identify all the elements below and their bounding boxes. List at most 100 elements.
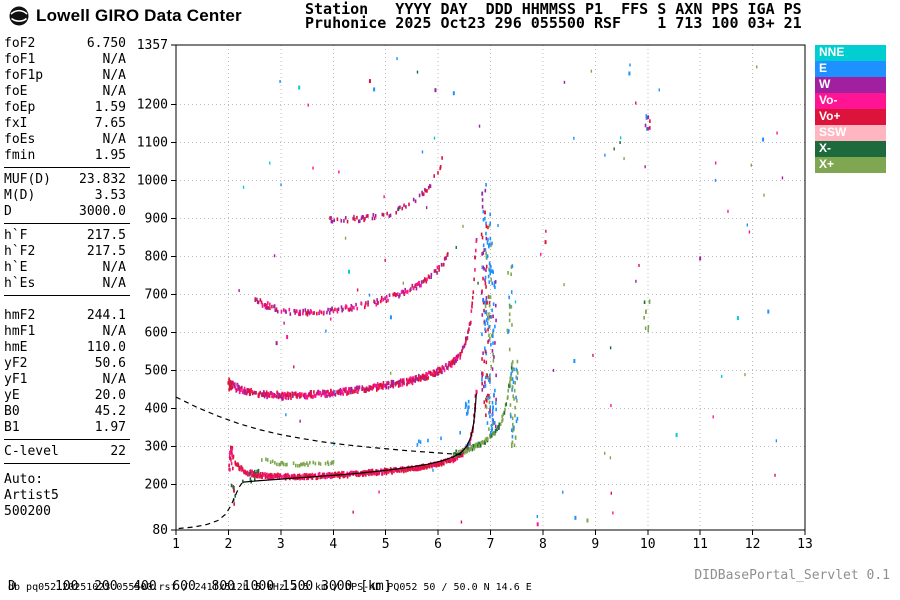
param-row: foF1 N/A xyxy=(4,52,130,68)
legend-item-vo: Vo- xyxy=(815,93,886,109)
legend-item-x: X+ xyxy=(815,157,886,173)
param-label: foEp xyxy=(4,100,36,115)
legend-label: X- xyxy=(819,141,831,155)
legend-label: Vo- xyxy=(819,93,838,107)
param-label: yF1 xyxy=(4,372,28,387)
param-value: 7.65 xyxy=(94,116,126,131)
param-value: 23.832 xyxy=(79,172,126,187)
param-group: MUF(D) 23.832 M(D) 3.53 D 3000.0 xyxy=(4,172,130,220)
param-label: fmin xyxy=(4,148,36,163)
param-row: hmF1 N/A xyxy=(4,324,130,340)
measurement-info: db pq052 20251023 055500.rsf / 241fx512h… xyxy=(8,582,532,593)
section-divider xyxy=(4,167,130,168)
param-value: N/A xyxy=(102,276,126,291)
param-row: M(D) 3.53 xyxy=(4,188,130,204)
svg-text:900: 900 xyxy=(145,212,168,227)
legend-label: NNE xyxy=(819,45,845,59)
param-label: hmF1 xyxy=(4,324,36,339)
param-value: N/A xyxy=(102,372,126,387)
axis-labels: 80 200 300 400 500 600 700 800 900 1000 1100 1200 13… xyxy=(137,38,813,552)
brand-title: Lowell GIRO Data Center xyxy=(36,6,242,25)
legend-label: E xyxy=(819,61,828,75)
param-group: C-level 22 xyxy=(4,444,130,460)
legend-label: Vo+ xyxy=(819,109,841,123)
legend-item-vo: Vo+ xyxy=(815,109,886,125)
param-value: N/A xyxy=(102,84,126,99)
param-label: h`E xyxy=(4,260,28,275)
svg-text:12: 12 xyxy=(745,537,761,552)
param-row: foEs N/A xyxy=(4,132,130,148)
svg-text:80: 80 xyxy=(152,523,168,538)
param-row: foF2 6.750 xyxy=(4,36,130,52)
param-value: N/A xyxy=(102,260,126,275)
plot-axes xyxy=(171,44,806,535)
param-value: 217.5 xyxy=(86,244,126,259)
param-label: B1 xyxy=(4,420,20,435)
param-row: D 3000.0 xyxy=(4,204,130,220)
param-row: foEp 1.59 xyxy=(4,100,130,116)
param-label: h`F2 xyxy=(4,244,36,259)
lowell-logo-icon xyxy=(9,6,29,26)
plot-grid xyxy=(176,45,805,530)
param-row: foE N/A xyxy=(4,84,130,100)
param-value: 110.0 xyxy=(86,340,126,355)
param-row: h`F2 217.5 xyxy=(4,244,130,260)
param-value: 3000.0 xyxy=(79,204,126,219)
legend-item-x: X- xyxy=(815,141,886,157)
param-panel: foF2 6.750 foF1 N/A foF1p N/A foE N/A foEp 1.59 fx… xyxy=(4,36,130,520)
param-label: foF1 xyxy=(4,52,36,67)
param-label: MUF(D) xyxy=(4,172,51,187)
station-header-line2: Pruhonice 2025 Oct23 296 055500 RSF 1 71… xyxy=(305,14,802,32)
param-label: foEs xyxy=(4,132,36,147)
param-label: foF2 xyxy=(4,36,36,51)
param-row: yF2 50.6 xyxy=(4,356,130,372)
param-row: yE 20.0 xyxy=(4,388,130,404)
legend-label: X+ xyxy=(819,157,835,171)
section-divider xyxy=(4,463,130,464)
param-row: fmin 1.95 xyxy=(4,148,130,164)
auto-scaling-info: Auto: Artist5 500200 xyxy=(4,472,130,520)
param-value: 3.53 xyxy=(94,188,126,203)
polarization-legend: NNE E W Vo- Vo+ SSW X- X+ xyxy=(815,45,886,173)
svg-text:300: 300 xyxy=(145,439,168,454)
svg-text:11: 11 xyxy=(692,537,708,552)
legend-item-ssw: SSW xyxy=(815,125,886,141)
param-group: hmF2 244.1 hmF1 N/A hmE 110.0 yF2 50.6 yF1 N/A yE 2… xyxy=(4,308,130,436)
param-row: MUF(D) 23.832 xyxy=(4,172,130,188)
svg-text:1357: 1357 xyxy=(137,38,168,53)
param-label: B0 xyxy=(4,404,20,419)
svg-text:7: 7 xyxy=(487,537,495,552)
svg-text:13: 13 xyxy=(797,537,813,552)
section-divider xyxy=(4,439,130,440)
param-row: B0 45.2 xyxy=(4,404,130,420)
param-label: C-level xyxy=(4,444,59,459)
param-label: D xyxy=(4,204,12,219)
echo-marks xyxy=(227,57,784,527)
param-value: 1.97 xyxy=(94,420,126,435)
brand: Lowell GIRO Data Center xyxy=(8,5,242,27)
param-label: M(D) xyxy=(4,188,36,203)
auto-line: 500200 xyxy=(4,504,51,519)
param-row: h`E N/A xyxy=(4,260,130,276)
svg-text:9: 9 xyxy=(591,537,599,552)
servlet-version: DIDBasePortal_Servlet 0.1 xyxy=(694,568,890,583)
svg-text:400: 400 xyxy=(145,401,168,416)
svg-text:200: 200 xyxy=(145,477,168,492)
param-label: foF1p xyxy=(4,68,44,83)
svg-text:1100: 1100 xyxy=(137,136,168,151)
param-row: fxI 7.65 xyxy=(4,116,130,132)
param-value: 50.6 xyxy=(94,356,126,371)
param-value: 20.0 xyxy=(94,388,126,403)
param-row: h`Es N/A xyxy=(4,276,130,292)
param-label: yE xyxy=(4,388,20,403)
param-value: N/A xyxy=(102,324,126,339)
param-label: hmF2 xyxy=(4,308,36,323)
param-row: B1 1.97 xyxy=(4,420,130,436)
param-value: N/A xyxy=(102,132,126,147)
legend-item-e: E xyxy=(815,61,886,77)
param-value: 244.1 xyxy=(86,308,126,323)
svg-text:6: 6 xyxy=(434,537,442,552)
auto-line: Auto: xyxy=(4,472,44,487)
